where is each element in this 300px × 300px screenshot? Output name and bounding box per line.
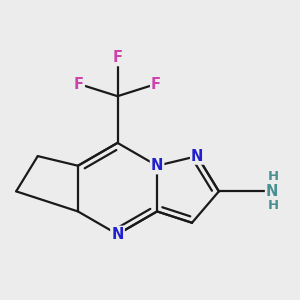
Text: N: N — [191, 148, 203, 164]
Text: N: N — [266, 184, 278, 199]
Text: H: H — [268, 200, 279, 212]
Text: F: F — [112, 50, 122, 65]
Text: F: F — [74, 76, 84, 92]
Text: H: H — [268, 170, 279, 183]
Text: F: F — [151, 76, 161, 92]
Text: N: N — [151, 158, 163, 173]
Text: N: N — [111, 227, 124, 242]
